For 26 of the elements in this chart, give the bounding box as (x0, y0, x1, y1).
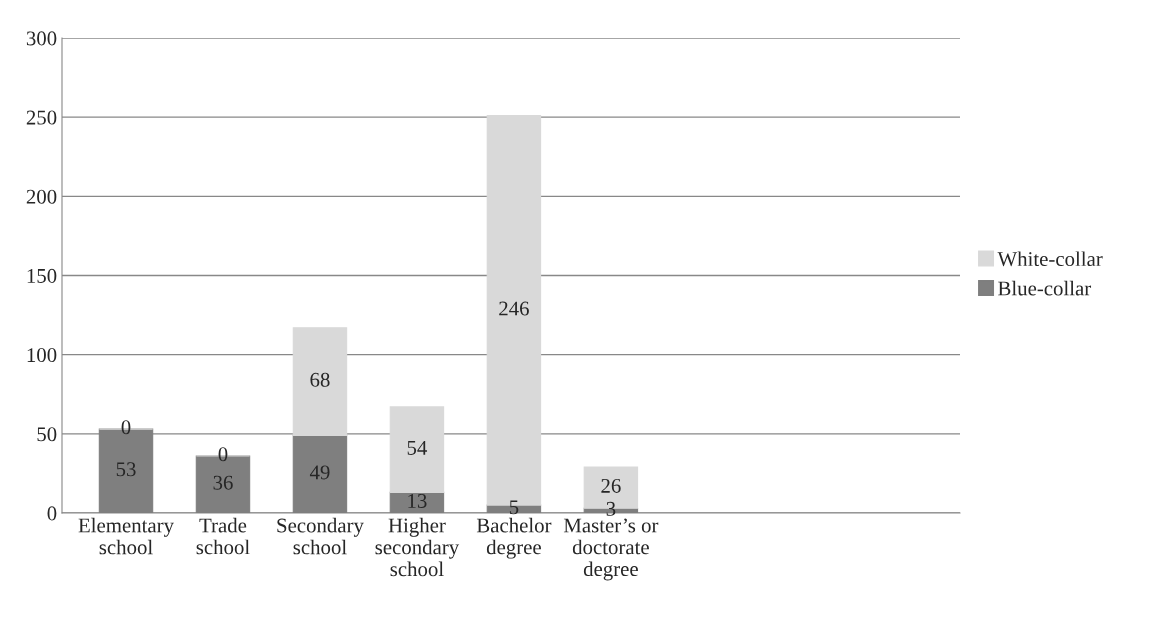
bar (292, 327, 348, 436)
data-label: 36 (213, 475, 233, 490)
x-tick-label: Secondary school (277, 517, 364, 555)
data-label: 13 (408, 493, 427, 508)
data-label: 26 (601, 478, 621, 493)
data-label: 49 (309, 465, 330, 480)
x-tick-label: Master’s or doctorate degree (563, 518, 659, 581)
y-tick-label: 200 (26, 189, 57, 204)
legend-label: Blue-collar (998, 280, 1092, 296)
y-tick-label: 300 (26, 31, 57, 46)
y-tick-label: 250 (26, 110, 57, 125)
x-tick-label: Elementary school (78, 517, 174, 555)
x-tick-label: Bachelor degree (476, 517, 552, 559)
data-label: 54 (407, 440, 428, 455)
y-tick-label: 50 (37, 427, 57, 442)
data-label: 0 (121, 420, 131, 435)
y-tick-label: 0 (47, 506, 57, 521)
data-label: 53 (116, 462, 136, 477)
y-tick-label: 150 (27, 268, 57, 283)
x-tick-label: Trade school (196, 517, 250, 555)
data-label: 68 (310, 372, 330, 387)
y-tick-label: 100 (27, 348, 57, 363)
x-tick-label: Higher secondary school (375, 517, 460, 577)
data-label: 246 (499, 301, 529, 316)
bar (389, 406, 445, 493)
legend-label: White-collar (997, 251, 1103, 267)
